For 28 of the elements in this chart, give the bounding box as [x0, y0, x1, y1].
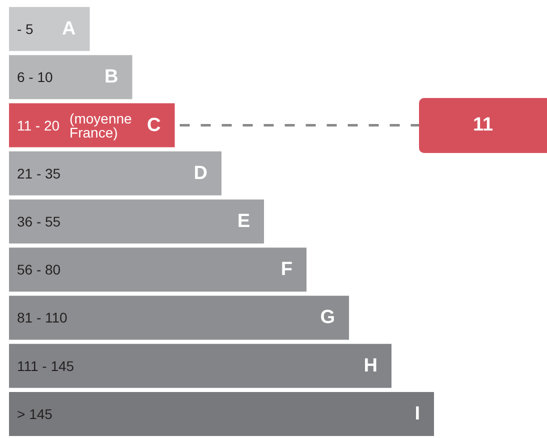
- y-tick-label: 11 - 20: [17, 117, 60, 134]
- y-tick-label: 56 - 80: [17, 262, 61, 278]
- bar: [9, 103, 175, 148]
- bar: [9, 392, 434, 436]
- annotation: H: [364, 355, 378, 376]
- annotation: F: [280, 259, 292, 280]
- y-tick-label: 21 - 35: [17, 165, 61, 182]
- y-tick-label: 6 - 10: [17, 69, 54, 86]
- y-tick-label: - 5: [17, 21, 34, 38]
- annotation: G: [320, 307, 335, 328]
- bar: [9, 296, 349, 340]
- annotation: C: [147, 114, 162, 136]
- annotation: B: [104, 66, 118, 88]
- annotation: (moyenne France): [70, 110, 136, 140]
- annotation: I: [414, 403, 420, 424]
- bar: [9, 200, 264, 244]
- y-tick-label: > 145: [17, 406, 53, 422]
- bar: [9, 151, 222, 196]
- annotation: E: [237, 211, 250, 232]
- bar: [9, 344, 392, 388]
- bar: [9, 248, 306, 292]
- y-tick-label: 36 - 55: [17, 214, 61, 230]
- bar: [9, 55, 132, 100]
- bar: [9, 7, 90, 52]
- y-tick-label: 111 - 145: [17, 358, 74, 374]
- annotation: D: [194, 162, 208, 184]
- y-tick-label: 81 - 110: [17, 310, 68, 326]
- ref-line-label: 11: [472, 114, 494, 136]
